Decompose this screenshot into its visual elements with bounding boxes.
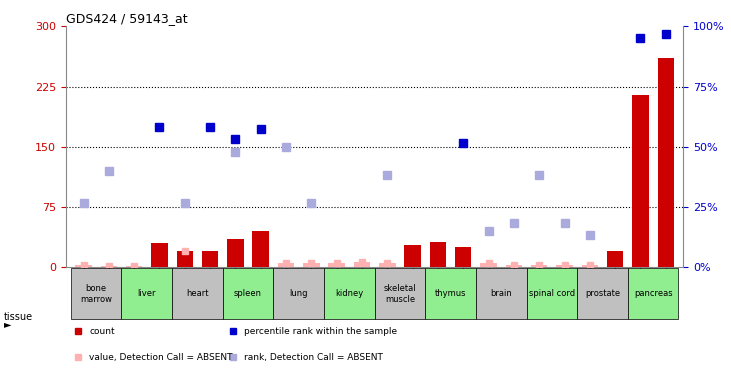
Text: brain: brain (491, 290, 512, 298)
Bar (172, 268, 223, 319)
Text: kidney: kidney (336, 290, 363, 298)
Bar (227, 239, 243, 267)
Text: percentile rank within the sample: percentile rank within the sample (243, 327, 397, 336)
Bar (476, 268, 526, 319)
Bar (252, 231, 269, 267)
Bar (531, 265, 548, 267)
Text: liver: liver (137, 290, 156, 298)
Bar (607, 251, 624, 267)
Bar (556, 265, 572, 267)
Bar (121, 268, 172, 319)
Bar (480, 263, 497, 267)
Bar (577, 268, 628, 319)
Text: bone
marrow: bone marrow (80, 284, 112, 303)
Bar (404, 245, 421, 267)
Bar (328, 263, 345, 267)
Bar (379, 263, 395, 267)
Bar (151, 243, 167, 267)
Text: spleen: spleen (234, 290, 262, 298)
Bar (71, 268, 121, 319)
Bar (354, 262, 370, 267)
Bar (425, 268, 476, 319)
Bar (526, 268, 577, 319)
Bar (632, 94, 648, 267)
Bar (303, 263, 319, 267)
Text: lung: lung (289, 290, 308, 298)
Bar (278, 263, 295, 267)
Text: count: count (89, 327, 115, 336)
Bar (126, 266, 143, 267)
Text: rank, Detection Call = ABSENT: rank, Detection Call = ABSENT (243, 353, 382, 362)
Text: spinal cord: spinal cord (529, 290, 575, 298)
Bar (223, 268, 273, 319)
Bar (582, 265, 598, 267)
Text: heart: heart (186, 290, 208, 298)
Bar (101, 266, 117, 267)
Bar (628, 268, 678, 319)
Bar (324, 268, 375, 319)
Text: ►: ► (4, 320, 11, 329)
Bar (455, 247, 471, 267)
Text: GDS424 / 59143_at: GDS424 / 59143_at (66, 12, 187, 25)
Text: skeletal
muscle: skeletal muscle (384, 284, 416, 303)
Text: pancreas: pancreas (634, 290, 673, 298)
Bar (430, 242, 446, 267)
Text: tissue: tissue (4, 312, 33, 322)
Bar (506, 265, 522, 267)
Bar (177, 251, 193, 267)
Text: prostate: prostate (585, 290, 620, 298)
Text: thymus: thymus (435, 290, 466, 298)
Bar (658, 58, 674, 267)
Bar (75, 265, 91, 267)
Text: value, Detection Call = ABSENT: value, Detection Call = ABSENT (89, 353, 232, 362)
Bar (273, 268, 324, 319)
Bar (202, 251, 219, 267)
Bar (375, 268, 425, 319)
